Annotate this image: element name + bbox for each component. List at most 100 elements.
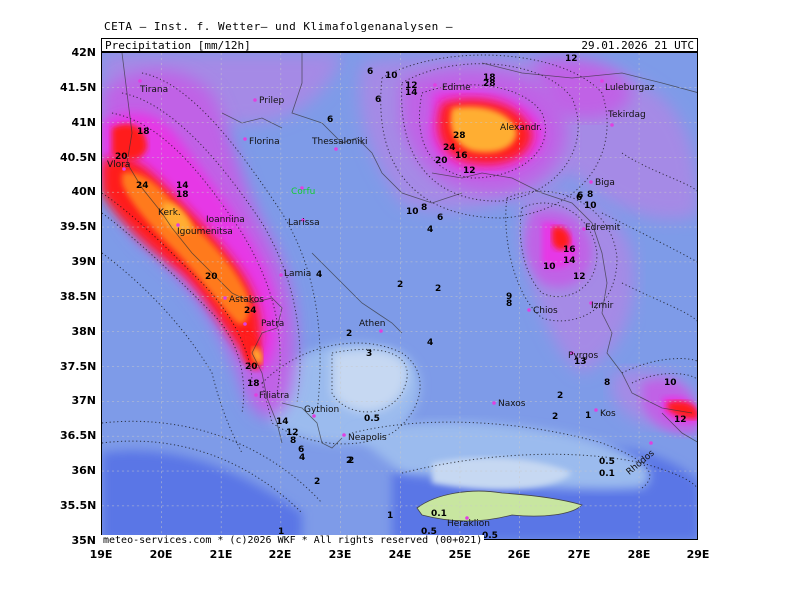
lat-label: 39.5N (60, 220, 97, 233)
lat-label: 40.5N (60, 151, 97, 164)
city-vlora: Vlora (107, 160, 131, 170)
city-prilep: Prilep (259, 96, 285, 106)
contour-label: 8 (421, 203, 428, 213)
agency-header: CETA — Inst. f. Wetter— und Klimafolgena… (104, 20, 454, 33)
contour-label: 8 (290, 436, 297, 446)
contour-label: 2 (435, 284, 442, 294)
city-chios: Chios (533, 306, 558, 316)
contour-label: 12 (674, 415, 687, 425)
city-astakos: Astakos (229, 295, 264, 305)
contour-label: 24 (443, 143, 456, 153)
lon-label: 24E (388, 548, 412, 561)
contour-label: 10 (584, 201, 597, 211)
city-luleburgaz: Luleburgaz (605, 83, 655, 93)
lat-label: 35.5N (60, 499, 97, 512)
contour-label: 0.5 (599, 457, 615, 467)
lat-label: 41.5N (60, 81, 97, 94)
lon-label: 29E (686, 548, 710, 561)
contour-label: 12 (565, 54, 578, 64)
lon-label: 27E (567, 548, 591, 561)
contour-label: 8 (604, 378, 611, 388)
valid-time: 29.01.2026 21 UTC (581, 39, 694, 52)
lat-label: 35N (71, 534, 96, 547)
city-edirne: Edirne (442, 83, 471, 93)
contour-label: 6 (576, 193, 583, 203)
lat-label: 39N (71, 255, 96, 268)
contour-label: 10 (543, 262, 556, 272)
contour-label: 0.1 (599, 469, 615, 479)
contour-label: 3 (366, 349, 373, 359)
city-filiatra: Filiatra (259, 391, 290, 401)
city-ioannina: Ioannina (206, 215, 245, 225)
lon-label: 26E (507, 548, 531, 561)
contour-label: 20 (205, 272, 218, 282)
city-patra: Patra (261, 319, 285, 329)
lon-label: 23E (328, 548, 352, 561)
contour-label: 24 (136, 181, 149, 191)
contour-label: 18 (483, 73, 496, 83)
variable-title: Precipitation [mm/12h] (105, 39, 251, 52)
contour-label: 28 (483, 79, 496, 89)
lon-label: 20E (149, 548, 173, 561)
contour-label: 6 (577, 191, 584, 201)
contour-label: 16 (455, 151, 468, 161)
city-thessaloniki: Thessaloniki (312, 137, 368, 147)
contour-label: 0.5 (421, 527, 437, 537)
contour-label: 14 (176, 181, 189, 191)
city-lamia: Lamia (284, 269, 312, 279)
lon-label: 25E (448, 548, 472, 561)
lat-label: 36N (71, 464, 96, 477)
contour-label: 20 (115, 152, 128, 162)
city-biga: Biga (595, 178, 615, 188)
city-gythion: Gythion (304, 405, 340, 415)
contour-label: 2 (346, 329, 353, 339)
contour-label: 12 (463, 166, 476, 176)
map-canvas (102, 53, 697, 539)
city-neapolis: Neapolis (348, 433, 387, 443)
contour-label: 9 (506, 292, 513, 302)
lon-label: 22E (268, 548, 292, 561)
contour-label: 2 (552, 412, 559, 422)
lat-label: 42N (71, 46, 96, 59)
contour-label: 14 (276, 417, 289, 427)
contour-label: 2 (348, 456, 355, 466)
map-titlebar: Precipitation [mm/12h] 29.01.2026 21 UTC (101, 38, 698, 52)
contour-label: 6 (327, 115, 334, 125)
contour-label: 14 (563, 256, 576, 266)
lon-label: 21E (209, 548, 233, 561)
lat-label: 37.5N (60, 360, 97, 373)
city-igoumenitsa: Igoumenitsa (177, 227, 233, 237)
contour-label: 4 (427, 338, 434, 348)
contour-label: 4 (427, 225, 434, 235)
contour-label: 6 (367, 67, 374, 77)
latlon-grid (102, 53, 697, 539)
lon-label: 19E (89, 548, 113, 561)
contour-label: 4 (299, 453, 306, 463)
lon-label: 28E (627, 548, 651, 561)
contour-label: 1 (585, 411, 592, 421)
contour-label: 6 (375, 95, 382, 105)
contour-label: 13 (574, 357, 587, 367)
lat-label: 38N (71, 325, 96, 338)
lat-label: 36.5N (60, 429, 97, 442)
contour-label: 2 (557, 391, 564, 401)
city-athen: Athen (359, 319, 386, 329)
city-naxos: Naxos (498, 399, 526, 409)
contour-label: 6 (437, 213, 444, 223)
contour-label: 14 (405, 88, 418, 98)
city-larissa: Larissa (288, 218, 320, 228)
contour-label: 20 (435, 156, 448, 166)
contour-label: 20 (245, 362, 258, 372)
contour-label: 10 (406, 207, 419, 217)
city-kos: Kos (600, 409, 616, 419)
contour-label: 4 (316, 270, 323, 280)
city-florina: Florina (249, 137, 280, 147)
city-izmir: Izmir (591, 301, 614, 311)
contour-label: 2 (314, 477, 321, 487)
contour-label: 18 (247, 379, 260, 389)
contour-label: 16 (563, 245, 576, 255)
lat-label: 41N (71, 116, 96, 129)
contour-label: 24 (244, 306, 257, 316)
copyright-footer: meteo-services.com * (c)2026 WKF * All r… (101, 535, 485, 546)
contour-label: 2 (397, 280, 404, 290)
